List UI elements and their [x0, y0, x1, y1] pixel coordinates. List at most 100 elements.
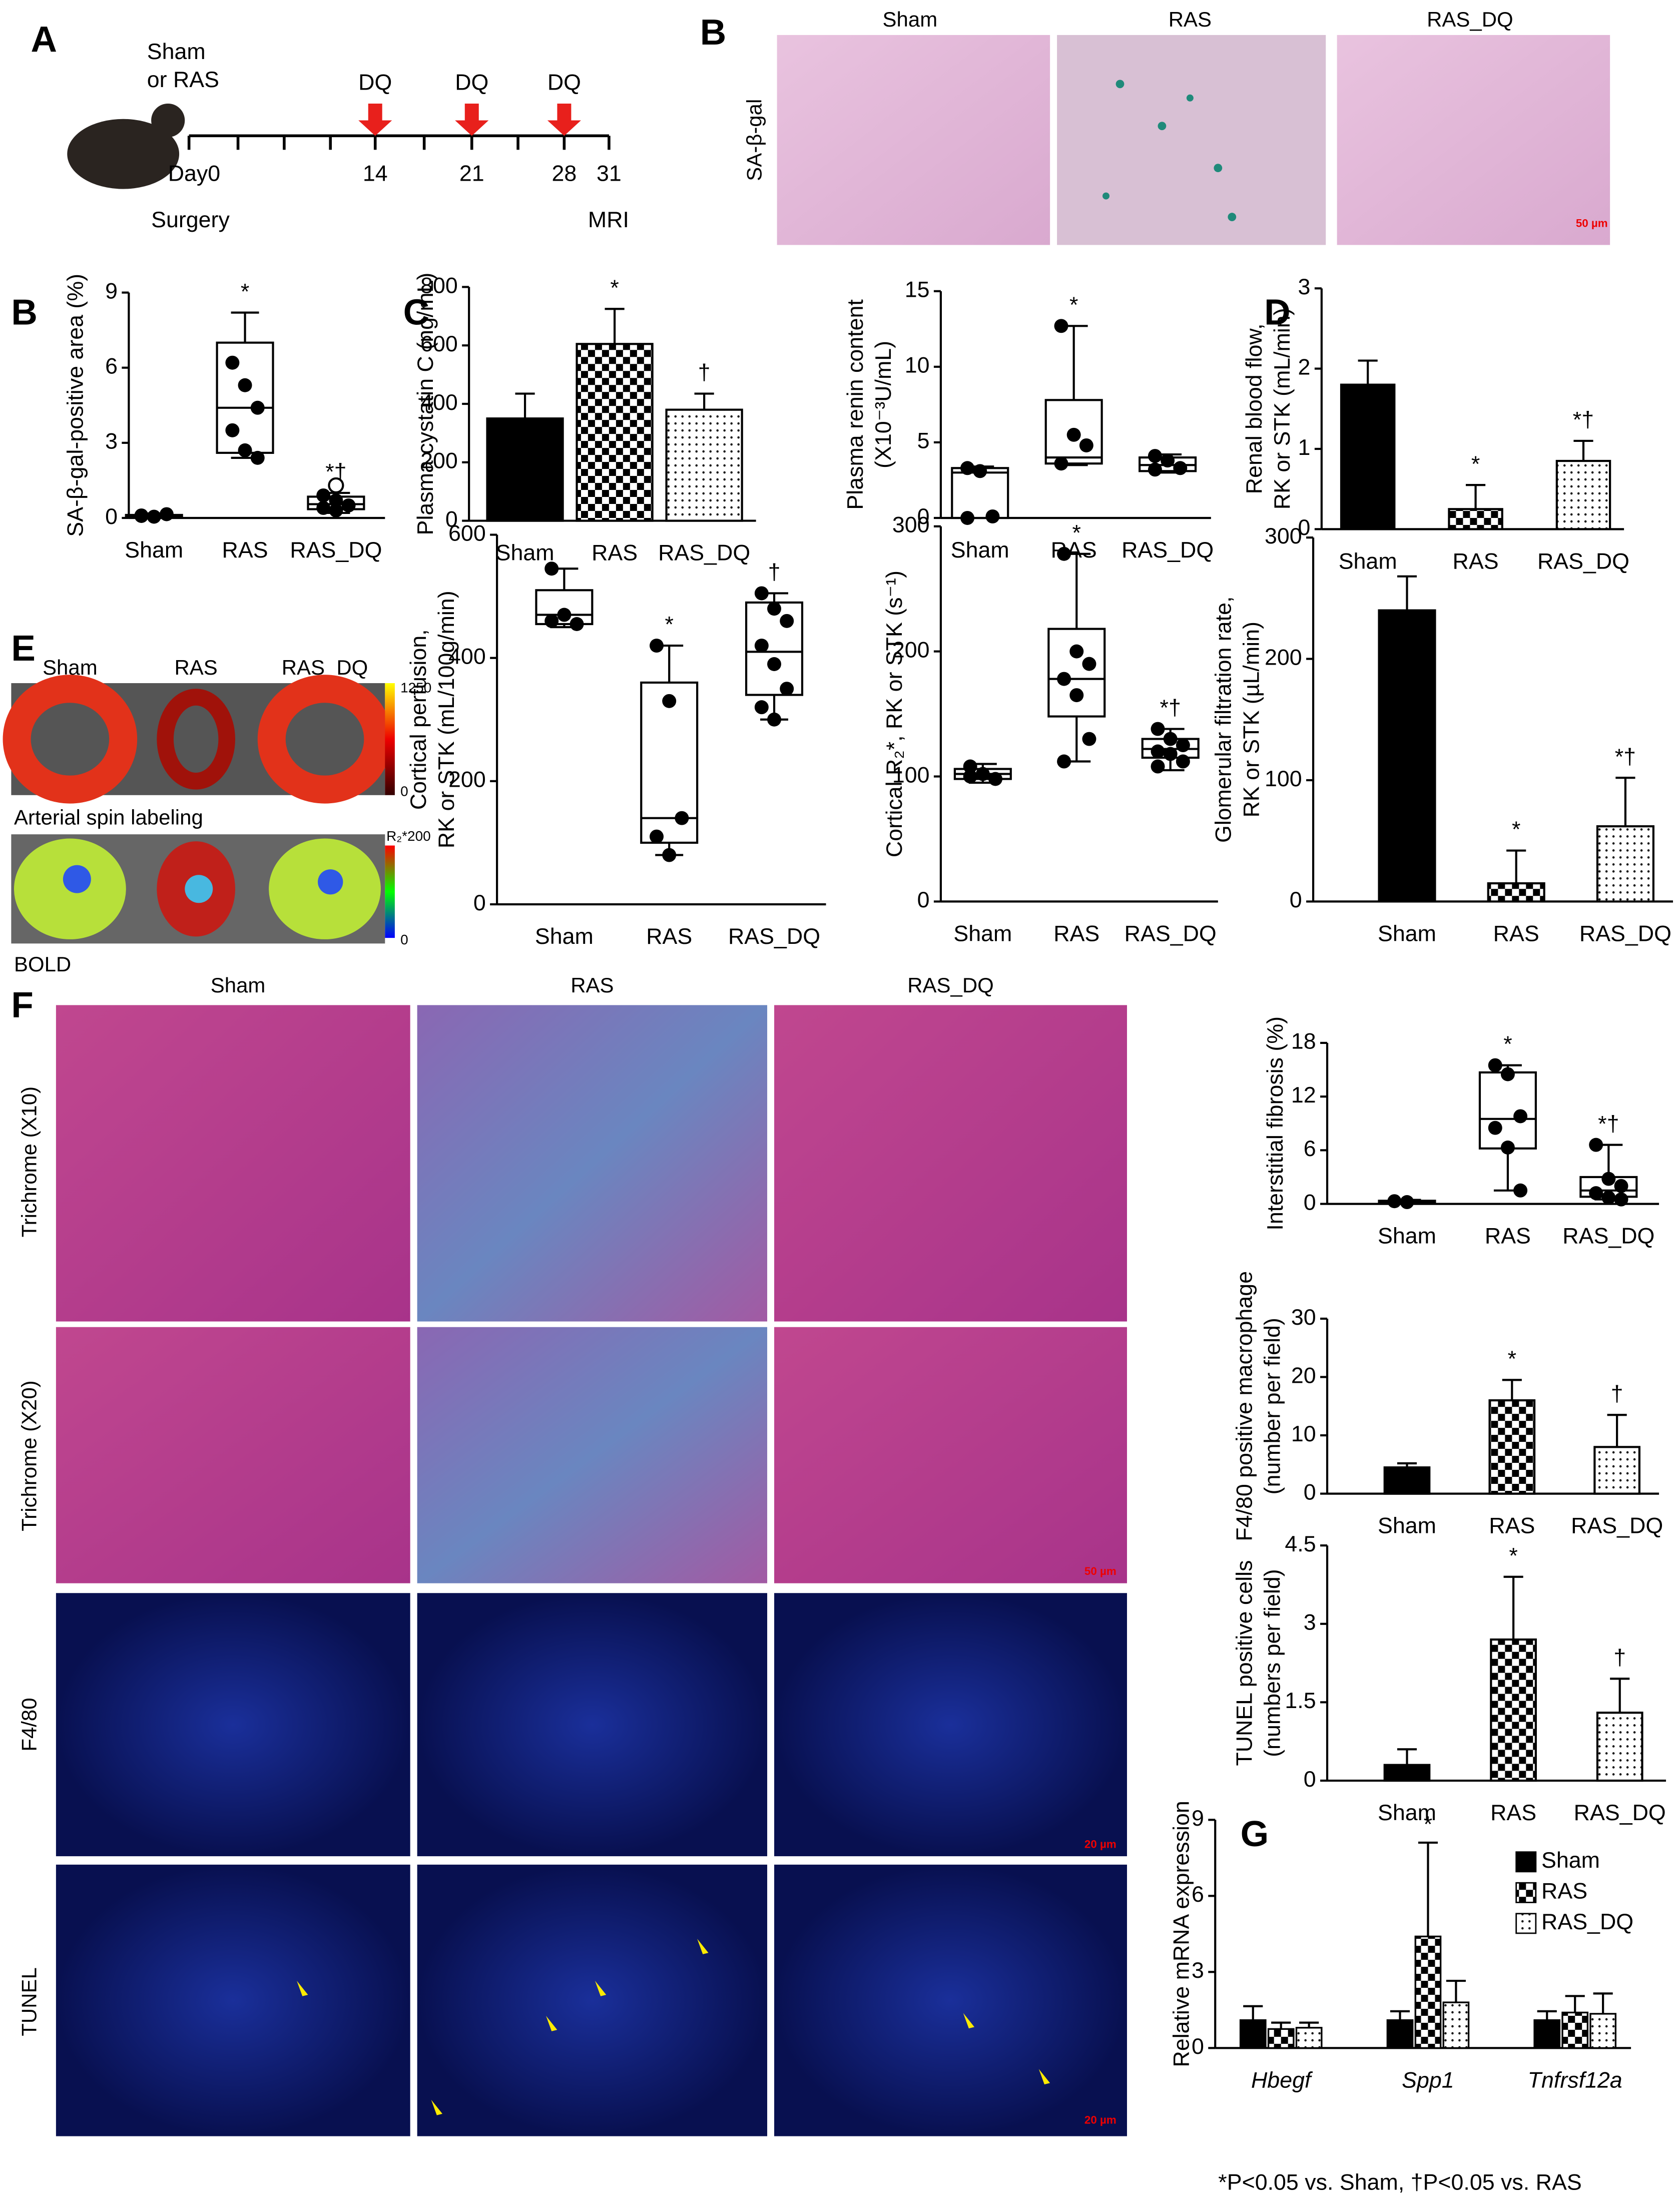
timeline-label: 21	[459, 161, 484, 186]
timeline-label: DQ	[358, 70, 392, 95]
data-point	[1054, 456, 1068, 471]
box	[1047, 628, 1106, 718]
annotation: †	[1613, 1645, 1626, 1670]
annotation: *†	[1573, 407, 1594, 432]
x-tick-label: RAS	[1489, 1513, 1535, 1538]
data-point	[1054, 319, 1068, 333]
y-tick-label: 0	[1304, 1479, 1316, 1504]
data-point	[544, 562, 559, 576]
x-tick-label: RAS_DQ	[1122, 537, 1214, 563]
y-axis-label: Cortical perfusion,	[406, 629, 431, 810]
data-point	[1082, 657, 1096, 671]
y-axis-label: Glomerular filtration rate,	[1211, 597, 1236, 843]
data-point	[650, 829, 664, 844]
micrograph-grid	[56, 1005, 1127, 2136]
data-point	[1148, 462, 1162, 477]
image-header: RAS	[571, 973, 614, 997]
data-point	[754, 639, 769, 653]
panel-label: B	[11, 292, 38, 333]
y-tick-label: 2	[1298, 354, 1311, 379]
y-axis-label: F4/80 positive macrophage	[1232, 1271, 1257, 1541]
bar	[1593, 1446, 1640, 1495]
image-header: RAS_DQ	[1427, 8, 1513, 31]
legend-label: RAS	[1541, 1879, 1587, 1904]
data-point	[1079, 438, 1093, 452]
legend-swatch	[1515, 1913, 1537, 1934]
mri-medulla	[318, 869, 343, 895]
y-tick-label: 3	[1304, 1610, 1316, 1635]
box	[745, 601, 804, 696]
image-header: Sham	[211, 973, 266, 997]
y-axis-label: Renal blood flow,	[1242, 323, 1267, 494]
data-point	[1488, 1058, 1502, 1072]
data-point	[1500, 1067, 1515, 1081]
x-tick-label: Hbegf	[1251, 2067, 1313, 2092]
data-point	[1151, 722, 1165, 736]
data-point	[1488, 1121, 1502, 1135]
bar	[1555, 459, 1611, 530]
mouse-icon	[67, 119, 180, 189]
data-point	[985, 509, 1000, 523]
data-point	[767, 657, 782, 671]
y-tick-label: 100	[1265, 766, 1302, 791]
data-point	[1151, 744, 1165, 759]
data-point	[1589, 1138, 1603, 1152]
mri-kidney	[257, 675, 392, 804]
data-point	[341, 498, 356, 512]
micrograph	[1057, 35, 1326, 245]
bar	[1487, 882, 1545, 903]
y-axis-label: Cortical R₂*, RK or STK (s⁻¹)	[882, 571, 907, 857]
box	[951, 467, 1009, 519]
x-tick-label: RAS	[1493, 921, 1539, 946]
data-point	[316, 500, 331, 515]
data-point	[1176, 738, 1190, 753]
y-axis-label: Plasma renin content	[843, 299, 868, 510]
x-tick-label: Spp1	[1402, 2067, 1454, 2092]
annotation: *	[1512, 817, 1520, 842]
annotation: *†	[1598, 1111, 1619, 1136]
y-tick-label: 3	[105, 429, 118, 454]
y-tick-label: 0	[1304, 1190, 1316, 1215]
data-point	[1161, 453, 1175, 468]
x-tick-label: RAS	[1453, 548, 1499, 574]
data-point	[780, 614, 794, 628]
bar	[1267, 2028, 1295, 2049]
y-tick-label: 3	[1192, 1958, 1204, 1983]
x-tick-label: RAS	[592, 540, 638, 566]
stain-spots	[1102, 80, 1237, 221]
scale-bar-label: 20 µm	[1084, 2114, 1116, 2126]
y-tick-label: 12	[1291, 1082, 1316, 1108]
box	[216, 341, 274, 454]
bar	[1378, 609, 1436, 903]
y-tick-label: 20	[1291, 1363, 1316, 1388]
image-header: RAS_DQ	[907, 973, 994, 997]
y-tick-label: 0	[917, 887, 930, 912]
x-tick-label: RAS	[1490, 1800, 1536, 1825]
y-tick-label: 0	[1290, 887, 1302, 912]
image-row-label: F4/80	[18, 1698, 41, 1752]
data-point	[988, 772, 1003, 786]
annotation: *	[241, 279, 249, 304]
panel-label: G	[1241, 1814, 1269, 1854]
data-point	[1148, 449, 1162, 463]
timeline-label: 31	[597, 161, 622, 186]
annotation: *†	[1160, 695, 1181, 720]
annotation: *	[610, 275, 619, 300]
x-tick-label: Sham	[1378, 1800, 1436, 1825]
annotation: *	[1069, 292, 1078, 317]
y-axis-label: (numbers per field)	[1260, 1569, 1285, 1757]
x-tick-label: RAS_DQ	[1562, 1224, 1654, 1249]
data-point	[662, 694, 677, 708]
y-tick-label: 6	[1304, 1136, 1316, 1161]
bar	[1589, 2013, 1616, 2049]
footnote: *P<0.05 vs. Sham, †P<0.05 vs. RAS	[1218, 2169, 1581, 2194]
y-tick-label: 200	[420, 448, 458, 473]
scale-bar-label: 50 µm	[1576, 217, 1608, 229]
data-point	[1069, 688, 1084, 703]
y-tick-label: 400	[420, 390, 458, 415]
mri-medulla	[63, 865, 91, 893]
image-row-label: Trichrome (X20)	[18, 1380, 41, 1531]
timeline-label: 14	[363, 161, 388, 186]
y-tick-label: 30	[1291, 1305, 1316, 1330]
